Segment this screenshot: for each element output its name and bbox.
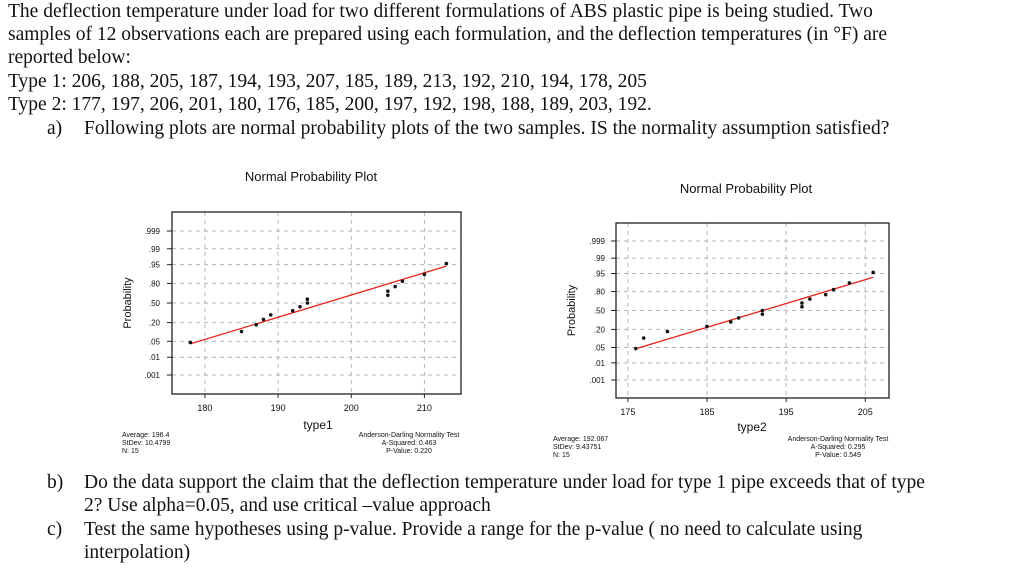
x-tick-label: 205 (858, 407, 873, 417)
fit-line (190, 265, 447, 345)
stats-right-line: P-Value: 0.549 (815, 452, 861, 459)
data-point (831, 287, 836, 292)
stats-left-line: StDev: 9.43751 (553, 444, 601, 451)
y-tick-label: .20 (594, 325, 606, 334)
data-point (239, 329, 244, 334)
data-point (261, 317, 266, 322)
data-point (422, 272, 427, 277)
part-c-line-2: interpolation) (84, 542, 191, 563)
part-c-letter: c) (47, 519, 63, 540)
data-point (808, 297, 812, 301)
data-point (633, 346, 638, 351)
plot-frame (171, 211, 462, 395)
y-axis-label: Probability (566, 284, 578, 336)
y-tick-label: .95 (149, 261, 161, 270)
data-point (305, 301, 310, 305)
y-tick-label: .80 (594, 288, 606, 297)
y-tick-label: .99 (594, 254, 606, 263)
stats-right-line: A-Squared: 0.295 (811, 444, 866, 451)
y-tick-label: .001 (589, 376, 605, 385)
y-tick-label: .20 (149, 319, 161, 328)
y-tick-label: .80 (149, 279, 161, 288)
x-tick-label: 210 (417, 403, 432, 413)
x-tick-label: 200 (344, 403, 359, 413)
y-tick-label: .99 (149, 245, 161, 254)
stats-left-line: N: 15 (553, 452, 570, 459)
y-tick-label: .05 (594, 343, 606, 352)
data-point (665, 329, 670, 334)
part-b-letter: b) (47, 472, 64, 493)
x-tick-label: 175 (620, 407, 635, 417)
data-point (760, 308, 765, 313)
y-tick-label: .999 (144, 227, 160, 236)
data-point (823, 292, 828, 297)
intro-line-1: The deflection temperature under load fo… (8, 1, 873, 22)
data-point (386, 293, 390, 298)
stats-left-line: StDev: 10.4799 (122, 440, 170, 447)
y-tick-label: .01 (594, 359, 606, 368)
stats-left-line: Average: 192.067 (553, 436, 608, 443)
stats-right-line: Anderson-Darling Normality Test (788, 436, 889, 443)
data-point (736, 316, 741, 320)
stats-left-line: N: 15 (122, 448, 139, 455)
data-point (800, 301, 804, 305)
data-point (268, 313, 273, 317)
data-point (254, 322, 258, 327)
intro-line-2: samples of 12 observations each are prep… (8, 24, 888, 45)
data-point (705, 324, 709, 329)
y-tick-label: .01 (149, 353, 161, 362)
data-point (871, 270, 875, 275)
stats-right-line: Anderson-Darling Normality Test (359, 432, 460, 439)
x-tick-label: 195 (779, 407, 794, 417)
y-tick-label: .001 (144, 371, 160, 380)
stats-right-line: A-Squared: 0.463 (382, 440, 437, 447)
data-point (800, 305, 804, 309)
x-tick-label: 185 (699, 407, 714, 417)
data-point (847, 281, 852, 285)
y-tick-label: .50 (594, 307, 606, 316)
fit-line (635, 276, 874, 350)
intro-line-3: reported below: (8, 47, 131, 68)
data-point (400, 279, 405, 284)
part-b-line-1: Do the data support the claim that the d… (84, 472, 925, 493)
data-point (386, 289, 390, 293)
stats-right-line: P-Value: 0.220 (386, 448, 432, 455)
data-point (305, 297, 310, 301)
type2-data: Type 2: 177, 197, 206, 201, 180, 176, 18… (8, 94, 652, 115)
y-axis-label: Probability (122, 277, 134, 329)
part-b-line-2: 2? Use alpha=0.05, and use critical –val… (84, 495, 491, 516)
data-point (760, 312, 765, 316)
data-point (444, 261, 449, 266)
x-tick-label: 180 (197, 403, 212, 413)
stats-left-line: Average: 196.4 (122, 432, 169, 439)
part-a-letter: a) (47, 118, 63, 139)
data-point (728, 320, 733, 324)
data-point (188, 340, 193, 345)
x-axis-label: type2 (737, 420, 767, 434)
data-point (290, 308, 295, 313)
x-axis-label: type1 (303, 418, 333, 432)
part-a-text: Following plots are normal probability p… (84, 118, 890, 139)
y-tick-label: .05 (149, 337, 161, 346)
chart-title: Normal Probability Plot (245, 169, 378, 184)
y-tick-label: .999 (589, 237, 605, 246)
plot-frame (615, 222, 890, 399)
data-point (641, 336, 646, 340)
part-c-line-1: Test the same hypotheses using p-value. … (84, 519, 863, 540)
chart-title: Normal Probability Plot (680, 181, 813, 196)
x-tick-label: 190 (271, 403, 286, 413)
data-point (393, 284, 397, 289)
y-tick-label: .50 (149, 299, 161, 308)
data-point (298, 305, 302, 309)
type1-data: Type 1: 206, 188, 205, 187, 194, 193, 20… (8, 71, 647, 92)
y-tick-label: .95 (594, 270, 606, 279)
